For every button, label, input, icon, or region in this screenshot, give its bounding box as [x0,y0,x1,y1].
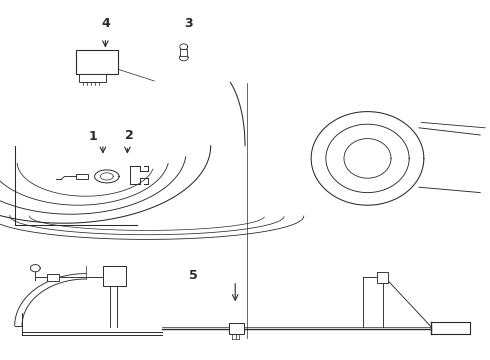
Bar [103,266,126,286]
Text: 2: 2 [125,129,134,141]
Bar [229,323,244,334]
Bar [47,274,59,281]
Text: 1: 1 [89,130,98,143]
Bar [377,272,388,283]
Text: 4: 4 [101,17,110,30]
Bar [79,74,106,82]
Bar [76,174,88,179]
Bar [180,49,187,56]
Text: 3: 3 [184,17,193,30]
Bar [76,50,118,74]
Text: 5: 5 [189,269,198,282]
